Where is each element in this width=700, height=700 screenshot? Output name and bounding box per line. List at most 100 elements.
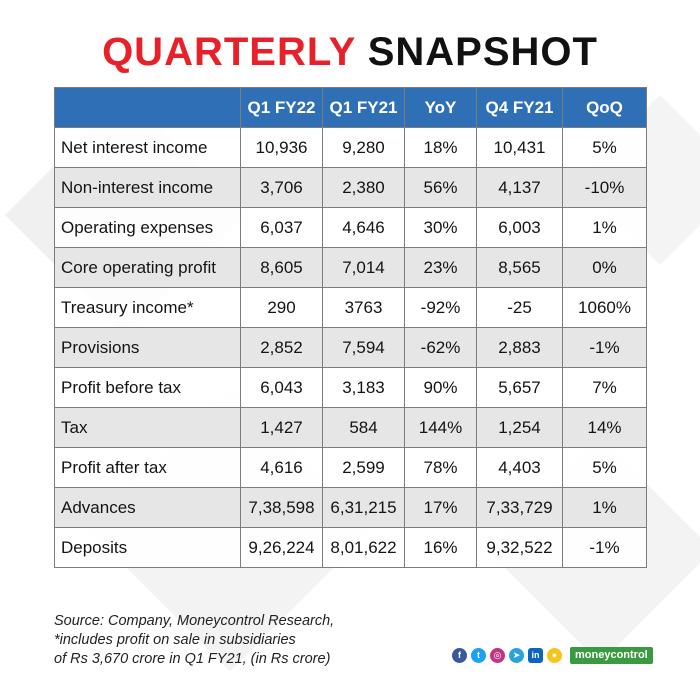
table-cell: 4,403 (476, 447, 563, 488)
table-cell: 1,427 (240, 407, 323, 448)
table-cell: 78% (404, 447, 477, 488)
table-cell: 5% (562, 127, 647, 168)
twitter-icon[interactable]: t (471, 647, 486, 663)
table-cell: 9,32,522 (476, 527, 563, 568)
row-label: Tax (54, 407, 241, 448)
table-cell: 2,599 (322, 447, 405, 488)
title-red-part: QUARTERLY (102, 30, 356, 74)
page-title: QUARTERLY SNAPSHOT (0, 30, 700, 74)
header-qoq: QoQ (562, 87, 647, 128)
title-black-part: SNAPSHOT (367, 30, 598, 74)
source-line: of Rs 3,670 crore in Q1 FY21, (in Rs cro… (54, 651, 331, 667)
table-cell: 7,014 (322, 247, 405, 288)
table-cell: 17% (404, 487, 477, 528)
table-cell: 6,037 (240, 207, 323, 248)
table-cell: -10% (562, 167, 647, 208)
row-label: Provisions (54, 327, 241, 368)
table-cell: 2,852 (240, 327, 323, 368)
table-cell: 3763 (322, 287, 405, 328)
table-cell: 7,594 (322, 327, 405, 368)
moneycontrol-logo[interactable]: moneycontrol (570, 646, 653, 664)
table-cell: 1% (562, 487, 647, 528)
row-label: Operating expenses (54, 207, 241, 248)
table-cell: 6,003 (476, 207, 563, 248)
table-row: Deposits 9,26,224 8,01,622 16% 9,32,522 -1% (54, 527, 647, 568)
header-q1fy21: Q1 FY21 (322, 87, 405, 128)
table-header-row: Q1 FY22 Q1 FY21 YoY Q4 FY21 QoQ (54, 87, 647, 128)
header-q4fy21: Q4 FY21 (476, 87, 563, 128)
table-cell: 1% (562, 207, 647, 248)
table-row: Operating expenses 6,037 4,646 30% 6,003 1% (54, 207, 647, 248)
snapshot-table: Q1 FY22 Q1 FY21 YoY Q4 FY21 QoQ Net inte… (54, 87, 647, 568)
table-cell: 4,137 (476, 167, 563, 208)
header-blank-cell (54, 87, 241, 128)
table-cell: 18% (404, 127, 477, 168)
table-cell: 3,706 (240, 167, 323, 208)
table-cell: 4,646 (322, 207, 405, 248)
table-cell: -1% (562, 527, 647, 568)
koo-icon[interactable]: ● (547, 647, 562, 663)
telegram-icon[interactable]: ➤ (509, 647, 524, 663)
table-cell: -25 (476, 287, 563, 328)
table-cell: 30% (404, 207, 477, 248)
linkedin-icon[interactable]: in (528, 647, 543, 663)
table-cell: 8,565 (476, 247, 563, 288)
table-row: Treasury income* 290 3763 -92% -25 1060% (54, 287, 647, 328)
facebook-icon[interactable]: f (452, 647, 467, 663)
table-cell: 3,183 (322, 367, 405, 408)
row-label: Non-interest income (54, 167, 241, 208)
table-cell: 16% (404, 527, 477, 568)
social-bar: f t ◎ ➤ in ● moneycontrol (452, 646, 653, 664)
table-cell: 1,254 (476, 407, 563, 448)
table-row: Net interest income 10,936 9,280 18% 10,431 5… (54, 127, 647, 168)
table-cell: 23% (404, 247, 477, 288)
table-row: Profit before tax 6,043 3,183 90% 5,657 7% (54, 367, 647, 408)
table-cell: 9,280 (322, 127, 405, 168)
table-cell: 5,657 (476, 367, 563, 408)
row-label: Profit before tax (54, 367, 241, 408)
table-cell: 144% (404, 407, 477, 448)
row-label: Net interest income (54, 127, 241, 168)
table-cell: 8,01,622 (322, 527, 405, 568)
table-cell: 10,431 (476, 127, 563, 168)
table-row: Tax 1,427 584 144% 1,254 14% (54, 407, 647, 448)
table-cell: 14% (562, 407, 647, 448)
table-cell: 6,31,215 (322, 487, 405, 528)
header-q1fy22: Q1 FY22 (240, 87, 323, 128)
table-cell: 9,26,224 (240, 527, 323, 568)
table-row: Core operating profit 8,605 7,014 23% 8,565 0… (54, 247, 647, 288)
table-cell: 7,38,598 (240, 487, 323, 528)
table-cell: 10,936 (240, 127, 323, 168)
table-cell: 584 (322, 407, 405, 448)
table-cell: -92% (404, 287, 477, 328)
row-label: Advances (54, 487, 241, 528)
table-cell: -62% (404, 327, 477, 368)
row-label: Core operating profit (54, 247, 241, 288)
row-label: Profit after tax (54, 447, 241, 488)
header-yoy: YoY (404, 87, 477, 128)
row-label: Deposits (54, 527, 241, 568)
table-cell: 290 (240, 287, 323, 328)
source-line: Source: Company, Moneycontrol Research, (54, 613, 335, 629)
table-cell: 8,605 (240, 247, 323, 288)
table-row: Profit after tax 4,616 2,599 78% 4,403 5% (54, 447, 647, 488)
instagram-icon[interactable]: ◎ (490, 647, 505, 663)
source-line: *includes profit on sale in subsidiaries (54, 632, 296, 648)
table-row: Non-interest income 3,706 2,380 56% 4,137 -10… (54, 167, 647, 208)
table-cell: 56% (404, 167, 477, 208)
table-cell: 4,616 (240, 447, 323, 488)
source-note: Source: Company, Moneycontrol Research, … (54, 612, 414, 669)
table-cell: 0% (562, 247, 647, 288)
table-cell: 2,380 (322, 167, 405, 208)
row-label: Treasury income* (54, 287, 241, 328)
table-row: Advances 7,38,598 6,31,215 17% 7,33,729 1% (54, 487, 647, 528)
table-cell: 90% (404, 367, 477, 408)
table-cell: 2,883 (476, 327, 563, 368)
table-cell: 1060% (562, 287, 647, 328)
table-cell: 5% (562, 447, 647, 488)
table-cell: -1% (562, 327, 647, 368)
table-cell: 7,33,729 (476, 487, 563, 528)
table-cell: 7% (562, 367, 647, 408)
table-cell: 6,043 (240, 367, 323, 408)
table-row: Provisions 2,852 7,594 -62% 2,883 -1% (54, 327, 647, 368)
